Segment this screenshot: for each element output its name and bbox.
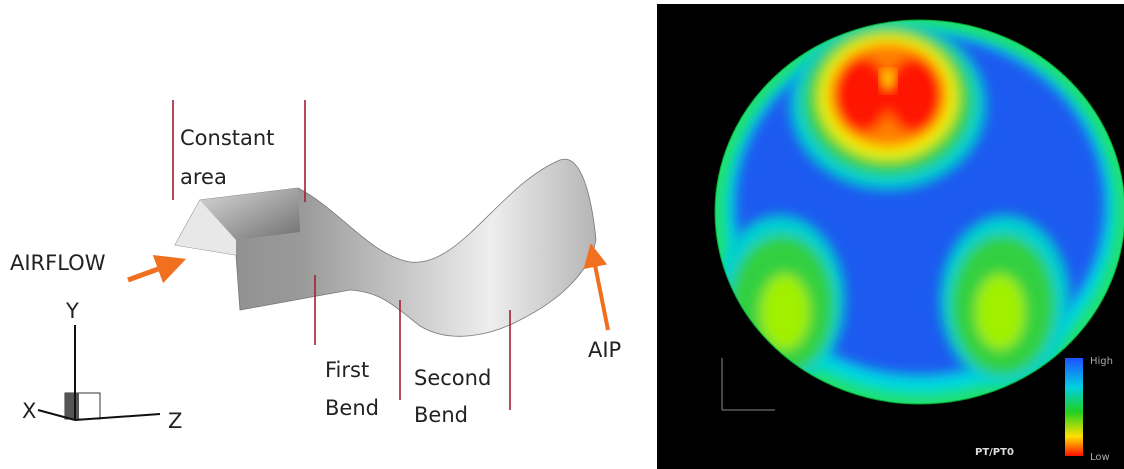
aip-arrow — [593, 255, 608, 330]
axis-label: Y — [65, 299, 79, 323]
legend-label: Low — [1090, 452, 1110, 463]
label: Constant — [180, 126, 274, 150]
label: AIRFLOW — [10, 251, 106, 275]
label: AIP — [588, 338, 621, 362]
label: First — [325, 358, 369, 382]
label: Second — [414, 366, 491, 390]
legend-colorbar — [1065, 358, 1083, 456]
axis-label: Z — [168, 409, 182, 433]
axes-triad — [38, 325, 160, 420]
label: Bend — [325, 396, 379, 420]
axis-label: X — [22, 399, 36, 423]
airflow-arrow — [128, 264, 172, 280]
duct — [175, 159, 596, 336]
caption: PT/PT0 — [975, 447, 1014, 458]
figure: Constant area AIRFLOW Y X Z First Bend S… — [0, 0, 1124, 469]
label: Bend — [414, 403, 468, 427]
label: area — [180, 165, 227, 189]
legend-label: High — [1090, 356, 1113, 367]
